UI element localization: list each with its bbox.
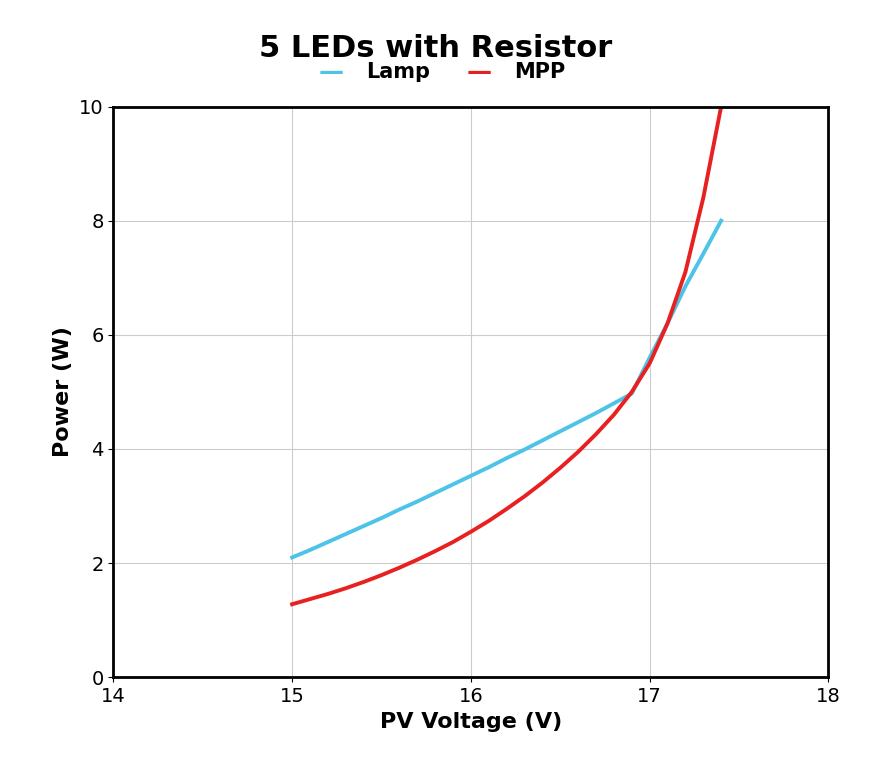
Lamp: [323, 537, 333, 546]
MPP: [340, 584, 351, 593]
MPP: [323, 589, 333, 598]
Lamp: [680, 282, 691, 291]
MPP: [626, 387, 637, 396]
Lamp: [484, 463, 494, 472]
Lamp: [626, 389, 637, 398]
MPP: [537, 478, 548, 487]
Text: Lamp: Lamp: [366, 62, 430, 82]
Lamp: [698, 250, 709, 259]
MPP: [376, 571, 386, 580]
MPP: [591, 429, 602, 438]
MPP: [287, 600, 297, 609]
Lamp: [520, 445, 530, 454]
MPP: [466, 527, 476, 537]
Lamp: [287, 552, 297, 562]
Text: —: —: [319, 60, 344, 84]
Lamp: [358, 521, 369, 530]
MPP: [394, 563, 405, 572]
MPP: [609, 410, 619, 419]
Lamp: [340, 530, 351, 539]
MPP: [305, 594, 316, 603]
Lamp: [466, 471, 476, 480]
Lamp: [448, 480, 459, 489]
Lamp: [555, 427, 566, 436]
Line: Lamp: Lamp: [292, 221, 721, 557]
Lamp: [430, 489, 440, 498]
MPP: [680, 268, 691, 277]
MPP: [520, 492, 530, 501]
MPP: [412, 556, 422, 565]
MPP: [448, 537, 459, 546]
MPP: [716, 102, 726, 111]
X-axis label: PV Voltage (V): PV Voltage (V): [379, 712, 562, 731]
Lamp: [376, 514, 386, 523]
Lamp: [609, 399, 619, 408]
MPP: [663, 319, 673, 328]
Lamp: [412, 497, 422, 506]
Lamp: [537, 436, 548, 445]
Line: MPP: MPP: [292, 107, 721, 604]
Lamp: [501, 454, 512, 463]
Lamp: [394, 505, 405, 514]
Text: —: —: [467, 60, 492, 84]
Y-axis label: Power (W): Power (W): [53, 326, 73, 457]
Lamp: [573, 418, 583, 427]
Lamp: [716, 216, 726, 225]
MPP: [644, 359, 655, 368]
Text: MPP: MPP: [514, 62, 566, 82]
MPP: [501, 505, 512, 514]
Lamp: [305, 546, 316, 555]
MPP: [573, 447, 583, 457]
Lamp: [663, 319, 673, 328]
MPP: [430, 546, 440, 556]
Lamp: [644, 353, 655, 362]
MPP: [358, 578, 369, 587]
MPP: [484, 516, 494, 525]
MPP: [698, 193, 709, 202]
MPP: [555, 463, 566, 473]
Text: 5 LEDs with Resistor: 5 LEDs with Resistor: [259, 34, 613, 63]
Lamp: [591, 409, 602, 418]
